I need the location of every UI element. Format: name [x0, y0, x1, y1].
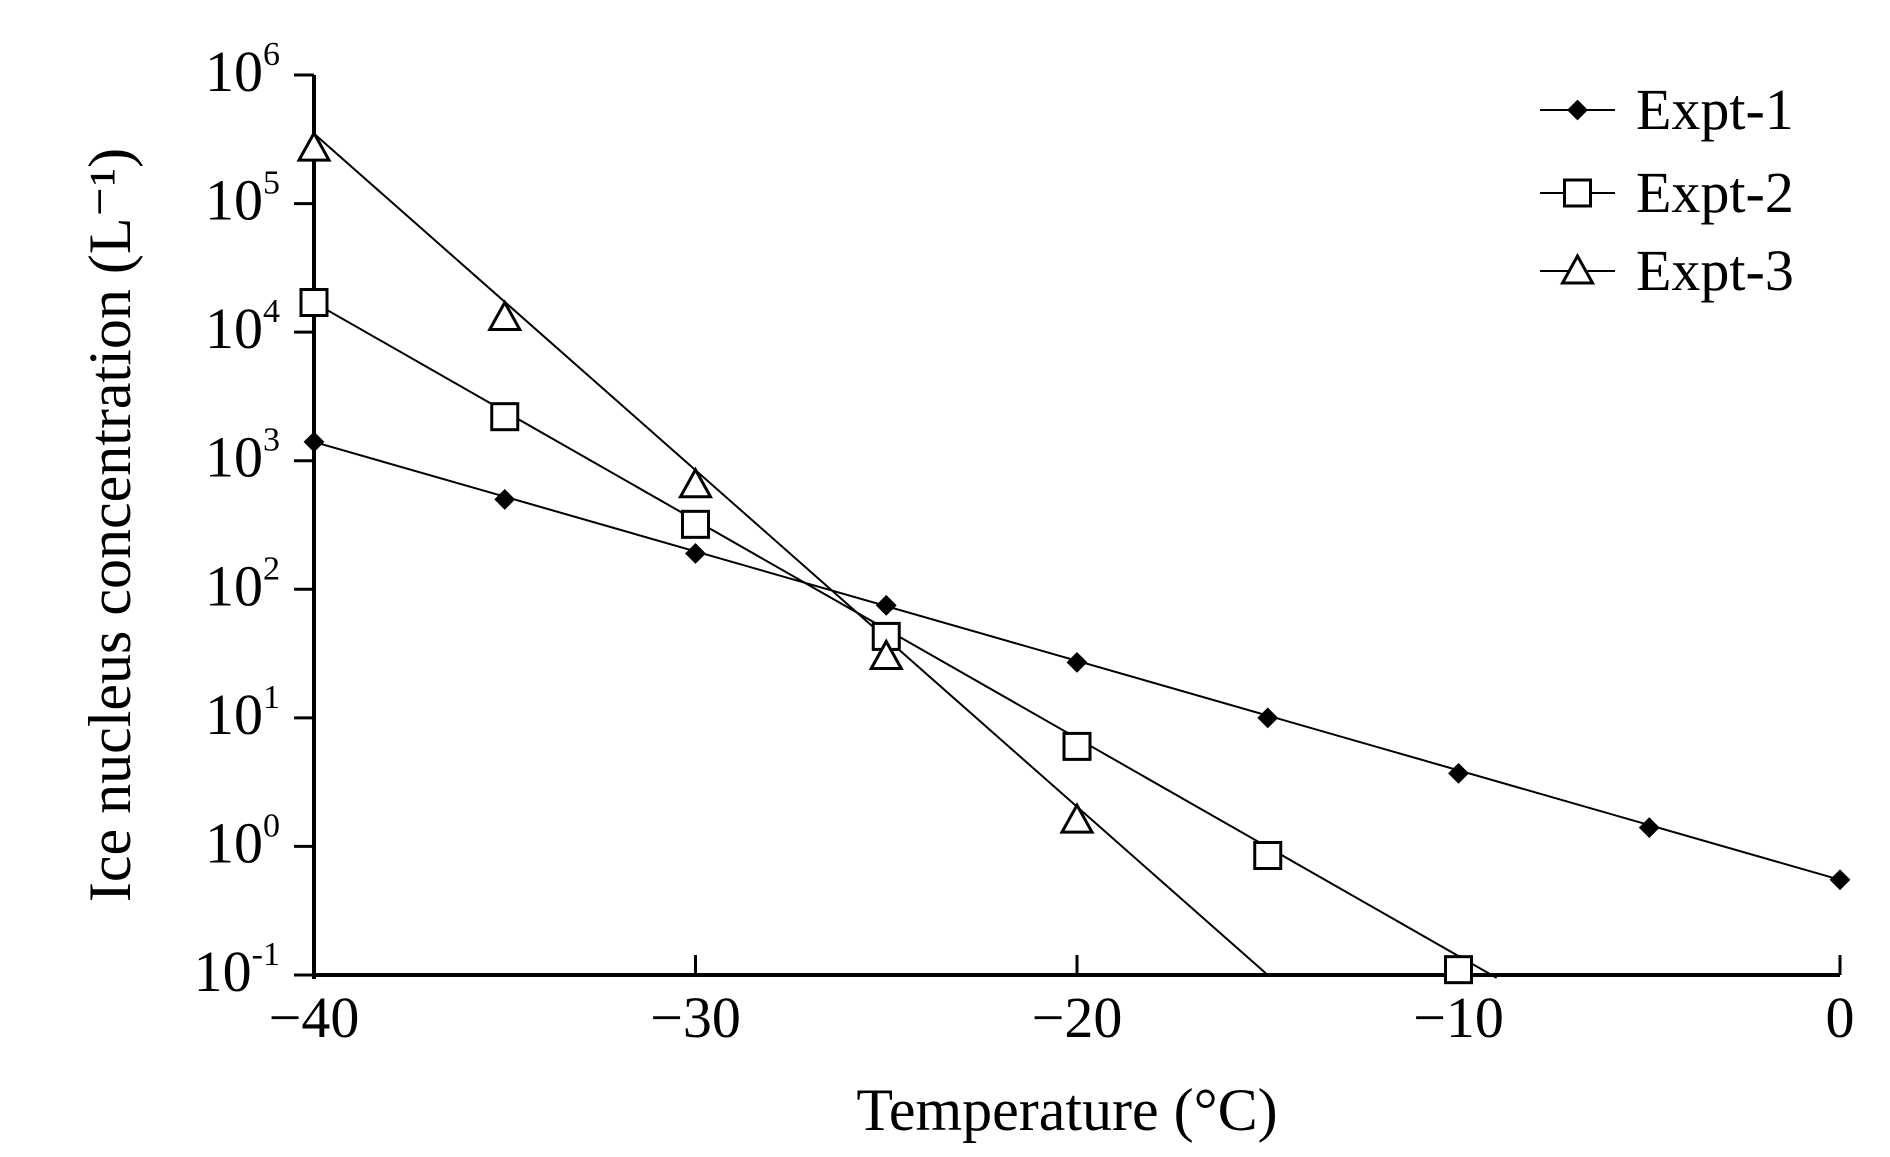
data-point-expt-2 [1444, 955, 1473, 985]
data-point-expt-1 [1066, 651, 1088, 673]
y-tick-label: 105 [205, 165, 280, 233]
data-point-expt-1 [1829, 869, 1851, 891]
legend-label-expt-3: Expt-3 [1636, 238, 1794, 303]
legend-label-expt-1: Expt-1 [1636, 77, 1794, 142]
x-tick-label: −40 [269, 985, 360, 1050]
data-point-expt-1 [303, 431, 325, 453]
legend-label-expt-2: Expt-2 [1636, 160, 1794, 225]
x-axis-title: Temperature (°C) [856, 1077, 1277, 1143]
fit-lines [313, 132, 1841, 979]
data-point-expt-3 [677, 466, 714, 499]
data-point-expt-1 [875, 594, 897, 616]
y-tick-label: 101 [205, 679, 280, 747]
data-point-expt-3 [1059, 802, 1095, 834]
data-point-expt-1 [685, 543, 706, 564]
x-tick-label: −20 [1032, 985, 1123, 1050]
legend: Expt-1 Expt-2 Expt-3 [1540, 77, 1794, 303]
y-axis-title: Ice nucleus concentration (L⁻¹) [77, 148, 143, 902]
data-point-expt-1 [1638, 817, 1660, 839]
y-tick-label: 106 [205, 36, 280, 104]
y-tick-label: 104 [205, 293, 280, 361]
data-point-expt-1 [1257, 707, 1279, 729]
x-tick-label: 0 [1826, 985, 1855, 1050]
data-point-expt-2 [299, 288, 329, 318]
data-point-expt-2 [1253, 841, 1283, 871]
data-point-expt-2 [681, 509, 710, 539]
data-point-expt-3 [296, 130, 332, 162]
y-tick-label: 10-1 [194, 936, 280, 1004]
fit-line-expt-3 [313, 132, 1269, 976]
data-point-expt-2 [490, 402, 520, 432]
axes: 10-1 100 101 102 103 104 105 106 −40 −30 −20 −10 0 [194, 36, 1855, 1050]
legend-marker-expt-3 [1559, 252, 1596, 285]
data-point-expt-1 [1448, 762, 1469, 784]
x-tick-label: −10 [1413, 985, 1504, 1050]
y-tick-label: 102 [205, 550, 280, 618]
y-tick-label: 103 [205, 422, 280, 490]
y-tick-label: 100 [205, 807, 280, 875]
legend-marker-expt-1 [1567, 99, 1588, 121]
data-point-expt-1 [494, 489, 516, 510]
data-point-expt-2 [1062, 731, 1092, 761]
data-point-expt-3 [487, 299, 523, 331]
data-point-expt-3 [868, 638, 904, 671]
data-markers [296, 130, 1851, 985]
x-tick-label: −30 [650, 985, 741, 1050]
legend-marker-expt-2 [1563, 178, 1592, 208]
